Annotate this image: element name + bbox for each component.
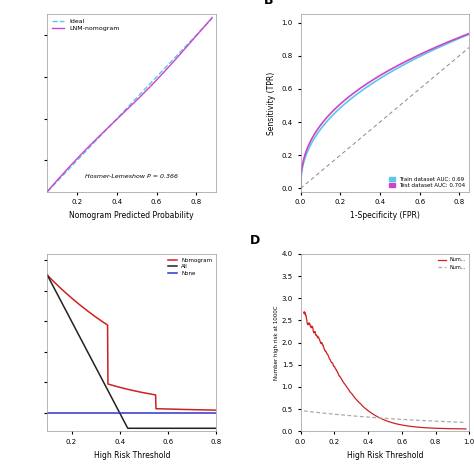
None: [209, 410, 215, 416]
Train dataset AUC: 0.69: (0.541, 0.759): 0.69: (0.541, 0.759): [405, 60, 411, 65]
Train dataset AUC: 0.69: (0.82, 0.915): 0.69: (0.82, 0.915): [460, 34, 466, 39]
Y-axis label: Sensitivity (TPR): Sensitivity (TPR): [267, 72, 276, 135]
LNM-nomogram: [210, 15, 215, 20]
Ideal: [45, 189, 50, 194]
Ideal: [194, 32, 200, 37]
All: [125, 426, 131, 431]
Nomogram: [183, 407, 189, 412]
Test dataset AUC: 0.704: (0.595, 0.804): 0.704: (0.595, 0.804): [416, 52, 421, 58]
Nomogram: [213, 407, 219, 413]
None: [45, 410, 50, 416]
None: [213, 410, 219, 416]
X-axis label: Nomogram Predicted Probability: Nomogram Predicted Probability: [70, 211, 194, 220]
Ideal: [183, 43, 189, 48]
All: [146, 426, 151, 431]
Line: Train dataset AUC: 0.69: Train dataset AUC: 0.69: [301, 22, 474, 188]
Ideal: [146, 83, 151, 89]
LNM-nomogram: [45, 188, 51, 193]
LNM-nomogram: [142, 89, 148, 95]
Legend: Num..., Num...: Num..., Num...: [438, 256, 467, 271]
Line: LNM-nomogram: LNM-nomogram: [47, 18, 212, 191]
Ideal: [142, 86, 148, 92]
LNM-nomogram: [146, 86, 151, 91]
Legend: Nomogram, All, None: Nomogram, All, None: [167, 256, 213, 277]
Ideal: [143, 86, 148, 91]
Test dataset AUC: 0.704: (0.541, 0.772): 0.704: (0.541, 0.772): [405, 57, 411, 63]
None: [183, 410, 189, 416]
All: [125, 425, 130, 431]
LNM-nomogram: [183, 45, 189, 50]
Text: Hosmer-Lemeshow P = 0.366: Hosmer-Lemeshow P = 0.366: [84, 173, 178, 179]
Nomogram: [125, 386, 130, 392]
Line: Test dataset AUC: 0.704: Test dataset AUC: 0.704: [301, 22, 474, 188]
All: [183, 426, 189, 431]
Text: D: D: [250, 234, 260, 247]
LNM-nomogram: [143, 89, 148, 94]
X-axis label: High Risk Threshold: High Risk Threshold: [346, 450, 423, 459]
Ideal: [210, 16, 215, 21]
Train dataset AUC: 0.69: (0.475, 0.716): 0.69: (0.475, 0.716): [392, 67, 398, 73]
LNM-nomogram: [45, 189, 50, 194]
Train dataset AUC: 0.69: (0.481, 0.72): 0.69: (0.481, 0.72): [393, 66, 399, 72]
All: [45, 273, 50, 278]
Train dataset AUC: 0.69: (0, 0): 0.69: (0, 0): [298, 185, 303, 191]
Legend: Train dataset AUC: 0.69, Test dataset AUC: 0.704: Train dataset AUC: 0.69, Test dataset AU…: [388, 175, 466, 189]
Nomogram: [126, 387, 131, 392]
Y-axis label: Number high risk at 1000C: Number high risk at 1000C: [274, 305, 279, 380]
Test dataset AUC: 0.704: (0.475, 0.731): 0.704: (0.475, 0.731): [392, 64, 398, 70]
Line: Ideal: Ideal: [47, 18, 212, 191]
Nomogram: [136, 389, 142, 394]
Ideal: [45, 188, 51, 194]
Line: Nomogram: Nomogram: [47, 275, 216, 410]
All: [210, 426, 215, 431]
X-axis label: 1-Specificity (FPR): 1-Specificity (FPR): [350, 211, 420, 220]
X-axis label: High Risk Threshold: High Risk Threshold: [93, 450, 170, 459]
Line: All: All: [47, 275, 216, 428]
None: [125, 410, 130, 416]
Legend: Ideal, LNM-nomogram: Ideal, LNM-nomogram: [51, 18, 121, 33]
Train dataset AUC: 0.69: (0.595, 0.792): 0.69: (0.595, 0.792): [416, 54, 421, 60]
None: [145, 410, 151, 416]
Nomogram: [45, 273, 50, 278]
Nomogram: [145, 391, 151, 396]
Text: B: B: [264, 0, 273, 7]
None: [126, 410, 131, 416]
None: [136, 410, 142, 416]
All: [126, 426, 132, 431]
Test dataset AUC: 0.704: (0.481, 0.735): 0.704: (0.481, 0.735): [393, 64, 399, 69]
Nomogram: [209, 407, 215, 413]
Test dataset AUC: 0.704: (0, 0): 0.704: (0, 0): [298, 185, 303, 191]
All: [213, 426, 219, 431]
All: [136, 426, 142, 431]
Test dataset AUC: 0.704: (0.82, 0.92): 0.704: (0.82, 0.92): [460, 33, 466, 39]
LNM-nomogram: [194, 32, 200, 38]
